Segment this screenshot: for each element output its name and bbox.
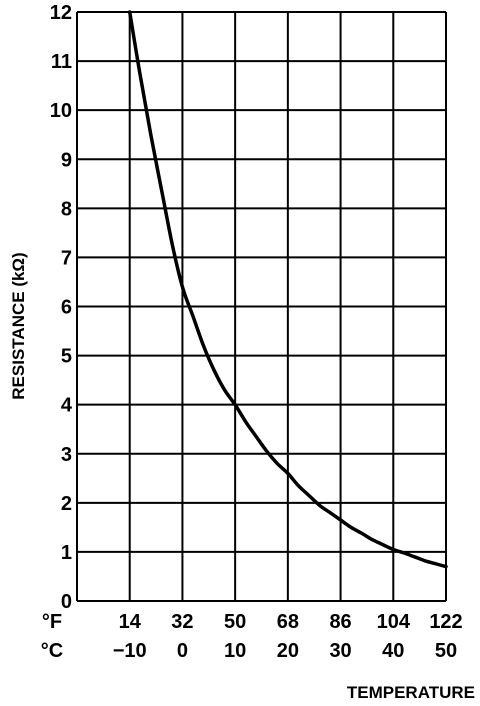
y-tick-label: 8 [61, 198, 72, 220]
fahrenheit-unit-label: °F [42, 611, 62, 633]
y-tick-label: 10 [50, 100, 72, 122]
x-tick-label-celsius: −10 [113, 640, 147, 662]
y-tick-label: 9 [61, 149, 72, 171]
celsius-unit-label: °C [41, 640, 63, 662]
x-axis-title: TEMPERATURE [347, 683, 475, 702]
curve-layer [127, 10, 448, 569]
grid [76, 11, 447, 602]
y-tick-label: 1 [61, 542, 72, 564]
x-tick-label-celsius: 30 [329, 640, 351, 662]
resistance-curve [127, 10, 448, 569]
x-tick-label-celsius: 50 [435, 640, 457, 662]
x-tick-label-celsius: 0 [177, 640, 188, 662]
y-tick-label: 12 [50, 2, 72, 24]
y-tick-label: 5 [61, 346, 72, 368]
y-tick-label: 2 [61, 493, 72, 515]
x-tick-label-celsius: 20 [277, 640, 299, 662]
x-tick-label-fahrenheit: 122 [429, 611, 462, 633]
x-tick-label-fahrenheit: 104 [377, 611, 411, 633]
y-tick-label: 7 [61, 247, 72, 269]
x-tick-label-celsius: 40 [382, 640, 404, 662]
y-tick-label: 4 [61, 395, 73, 417]
x-tick-labels: 14 −10 32 0 50 10 68 20 86 30 104 40 122 50 [113, 611, 463, 662]
y-tick-label: 6 [61, 297, 72, 319]
x-tick-label-fahrenheit: 50 [224, 611, 246, 633]
y-tick-label: 0 [61, 591, 72, 613]
x-tick-label-fahrenheit: 32 [171, 611, 193, 633]
x-tick-label-celsius: 10 [224, 640, 246, 662]
y-tick-label: 3 [61, 444, 72, 466]
y-tick-label: 11 [51, 51, 72, 73]
y-axis-title: RESISTANCE (kΩ) [9, 252, 28, 399]
x-tick-label-fahrenheit: 86 [329, 611, 351, 633]
x-tick-label-fahrenheit: 14 [119, 611, 142, 633]
x-tick-label-fahrenheit: 68 [277, 611, 299, 633]
